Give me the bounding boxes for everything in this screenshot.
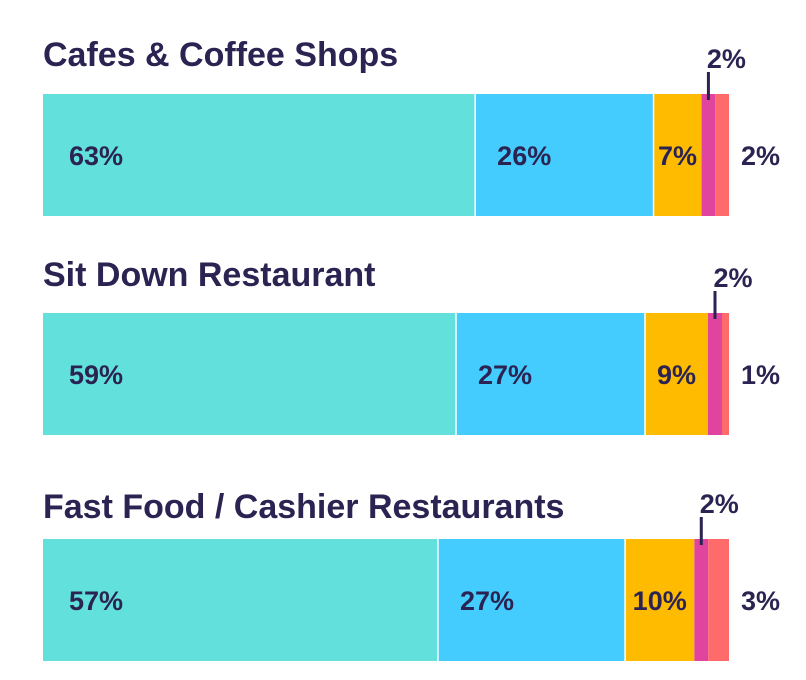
bar-segment	[475, 94, 654, 216]
bar-segment	[715, 94, 729, 216]
bar-segment	[645, 313, 708, 435]
bar-segment	[43, 313, 456, 435]
bar-segment	[708, 539, 729, 661]
bar-category-label: Fast Food / Cashier Restaurants	[43, 488, 564, 526]
segment-value-label: 2%	[707, 44, 746, 74]
segment-value-label: 10%	[633, 586, 687, 616]
segment-value-label: 2%	[713, 263, 752, 293]
bar-segment	[456, 313, 645, 435]
segment-value-label: 2%	[700, 489, 739, 519]
segment-value-label: 27%	[478, 360, 532, 390]
bar-category-label: Sit Down Restaurant	[43, 256, 375, 294]
segment-value-label: 7%	[658, 141, 697, 171]
bar-segment	[708, 313, 722, 435]
bar-segment	[437, 539, 626, 661]
segment-value-label: 3%	[741, 586, 780, 616]
segment-value-label: 27%	[460, 586, 514, 616]
segment-value-label: 26%	[497, 141, 551, 171]
bar-segment	[625, 539, 695, 661]
segment-value-label: 57%	[69, 586, 123, 616]
bar-category-label: Cafes & Coffee Shops	[43, 36, 398, 74]
segment-value-label: 1%	[741, 360, 780, 390]
segment-value-label: 2%	[741, 141, 780, 171]
bar-segment	[43, 539, 438, 661]
bar-segment	[701, 94, 716, 216]
bar-segment	[722, 313, 729, 435]
bar-segment	[694, 539, 709, 661]
segment-value-label: 63%	[69, 141, 123, 171]
segment-value-label: 9%	[657, 360, 696, 390]
bar-segment	[43, 94, 476, 216]
segment-value-label: 59%	[69, 360, 123, 390]
bar-segment	[653, 94, 702, 216]
